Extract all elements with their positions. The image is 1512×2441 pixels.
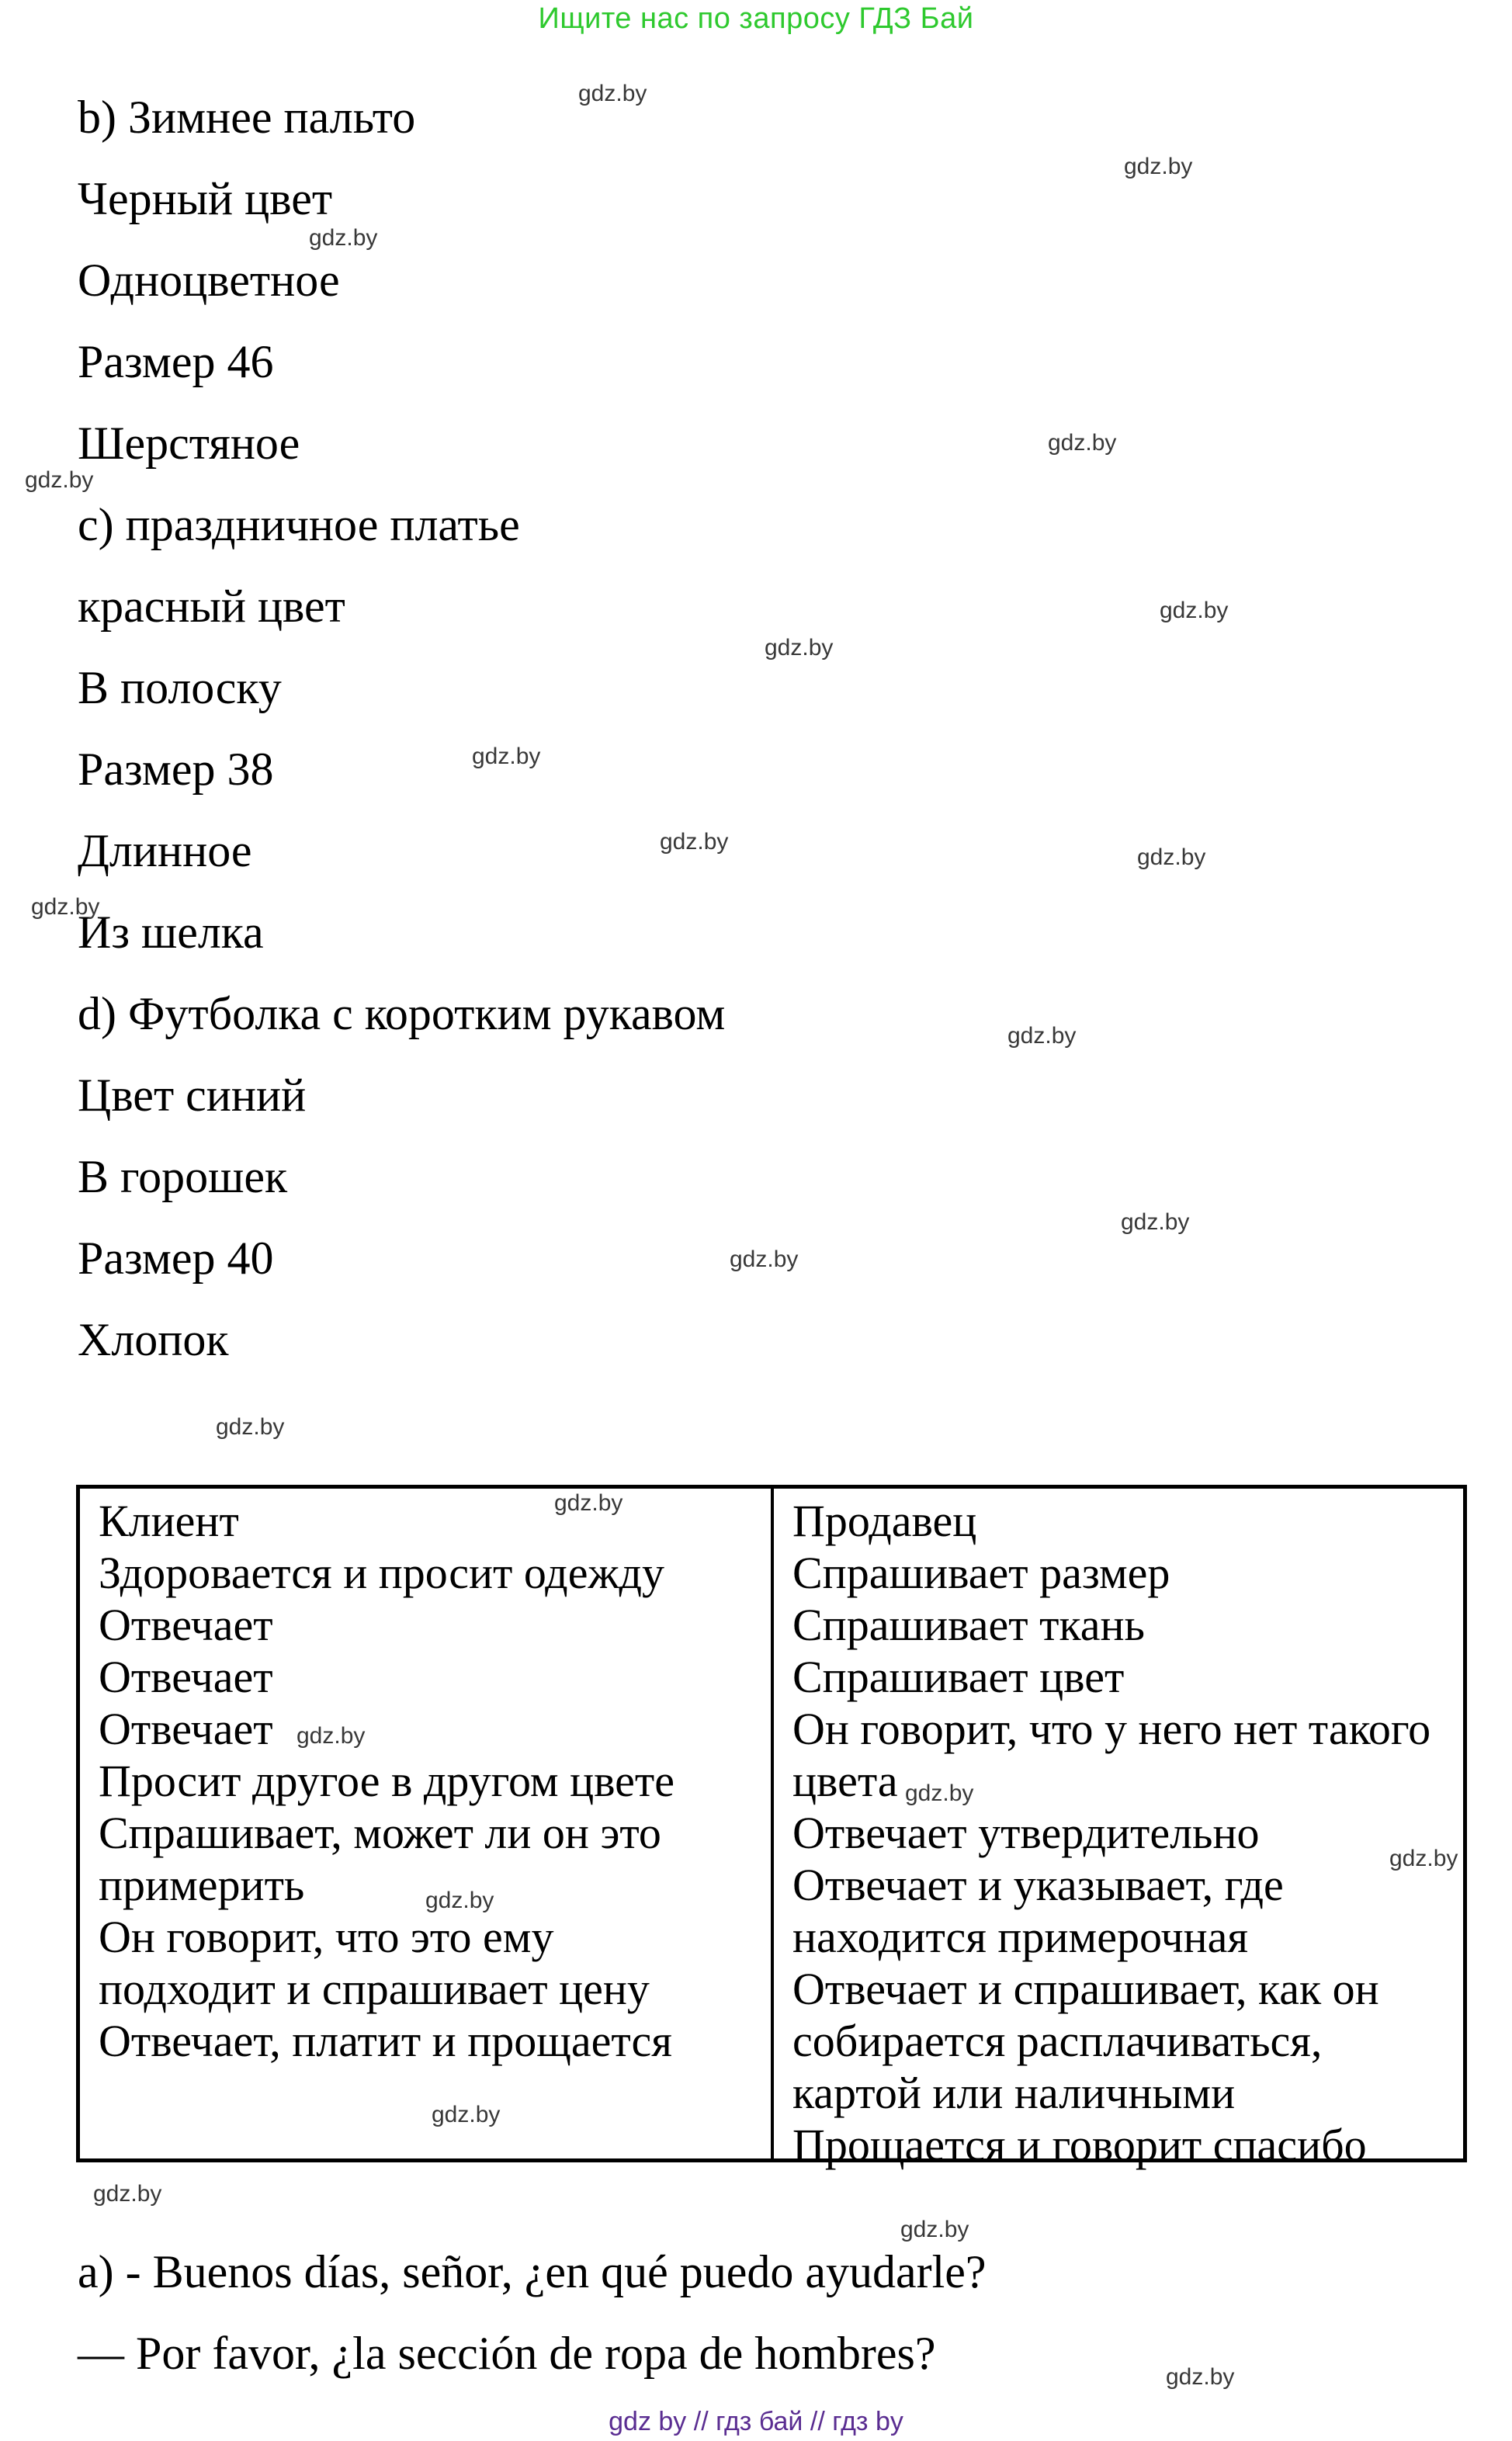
answer-list-line: Хлопок xyxy=(78,1314,229,1365)
gdz-watermark: gdz.by xyxy=(472,744,541,769)
client-column-line: Просит другое в другом цвете xyxy=(99,1756,675,1806)
client-column-line: Здоровается и просит одежду xyxy=(99,1548,665,1598)
seller-column-line: Прощается и говорит спасибо xyxy=(792,2120,1367,2170)
gdz-watermark: gdz.by xyxy=(216,1414,285,1440)
answer-list-line: d) Футболка с коротким рукавом xyxy=(78,988,726,1039)
gdz-footer-banner: gdz by // гдз бай // гдз by xyxy=(609,2407,903,2436)
seller-column-line: Спрашивает цвет xyxy=(792,1652,1125,1702)
seller-column-line: Отвечает утвердительно xyxy=(792,1808,1260,1858)
table-cell-seller: Продавец Спрашивает размер Спрашивает ткан… xyxy=(774,1489,1463,2170)
answer-list-line: Размер 40 xyxy=(78,1233,274,1284)
gdz-watermark: gdz.by xyxy=(1389,1846,1458,1871)
dialogue-plan-table: Клиент Здоровается и просит одежду Отвечае… xyxy=(76,1485,1467,2170)
client-column-line: Отвечает xyxy=(99,1600,273,1650)
spanish-dialogue-line: — Por favor, ¿la sección de ropa de homb… xyxy=(78,2328,936,2379)
gdz-watermark: gdz.by xyxy=(432,2102,501,2127)
seller-column-line: Отвечает и указывает, где xyxy=(792,1860,1284,1910)
gdz-watermark: gdz.by xyxy=(297,1723,366,1749)
answer-list: b) Зимнее пальто Черный цвет Одноцветное Ра… xyxy=(78,77,725,1381)
client-column-line: Отвечает, платит и прощается xyxy=(99,2016,672,2066)
table-cell-client: Клиент Здоровается и просит одежду Отвечае… xyxy=(80,1489,774,2158)
gdz-watermark: gdz.by xyxy=(1007,1023,1077,1049)
gdz-watermark: gdz.by xyxy=(900,2217,969,2242)
spanish-dialogue: a) - Buenos días, señor, ¿en qué puedo a… xyxy=(78,2231,987,2394)
gdz-watermark: gdz.by xyxy=(93,2181,162,2207)
client-column-line: примерить xyxy=(99,1860,305,1910)
client-column-line: подходит и спрашивает цену xyxy=(99,1964,650,2014)
gdz-watermark: gdz.by xyxy=(660,829,729,855)
seller-column-line: Отвечает и спрашивает, как он xyxy=(792,1964,1379,2014)
client-column-line: Клиент xyxy=(99,1496,239,1546)
gdz-watermark: gdz.by xyxy=(1160,598,1229,623)
answer-list-line: c) праздничное платье xyxy=(78,499,520,550)
gdz-watermark: gdz.by xyxy=(1121,1209,1190,1235)
answer-list-line: В полоску xyxy=(78,662,282,713)
gdz-watermark: gdz.by xyxy=(1166,2364,1235,2390)
gdz-watermark: gdz.by xyxy=(765,635,834,661)
gdz-watermark: gdz.by xyxy=(554,1490,623,1516)
answer-list-line: В горошек xyxy=(78,1151,288,1202)
gdz-header-banner: Ищите нас по запросу ГДЗ Бай xyxy=(538,2,974,35)
seller-column-line: Спрашивает размер xyxy=(792,1548,1170,1598)
client-column-line: Отвечает xyxy=(99,1704,273,1754)
answer-list-line: Одноцветное xyxy=(78,255,340,306)
seller-column-line: Спрашивает ткань xyxy=(792,1600,1146,1650)
gdz-watermark: gdz.by xyxy=(25,467,94,493)
gdz-watermark: gdz.by xyxy=(425,1888,494,1913)
gdz-watermark: gdz.by xyxy=(1124,154,1193,179)
client-column-line: Отвечает xyxy=(99,1652,273,1702)
gdz-watermark: gdz.by xyxy=(31,894,100,920)
seller-column-line: Продавец xyxy=(792,1496,977,1546)
gdz-watermark: gdz.by xyxy=(1137,844,1206,870)
gdz-watermark: gdz.by xyxy=(1048,430,1117,456)
gdz-watermark: gdz.by xyxy=(730,1247,799,1272)
answer-list-line: Шерстяное xyxy=(78,418,300,469)
answer-list-line: b) Зимнее пальто xyxy=(78,92,416,143)
client-column-line: Он говорит, что это ему xyxy=(99,1912,554,1962)
answer-list-line: Длинное xyxy=(78,825,252,876)
answer-list-line: Цвет синий xyxy=(78,1070,307,1121)
gdz-watermark: gdz.by xyxy=(905,1780,974,1806)
spanish-dialogue-line: a) - Buenos días, señor, ¿en qué puedo a… xyxy=(78,2246,987,2297)
answer-list-line: Размер 38 xyxy=(78,744,274,795)
client-column-line: Спрашивает, может ли он это xyxy=(99,1808,661,1858)
seller-column-line: находится примерочная xyxy=(792,1912,1249,1962)
seller-column-line: Он говорит, что у него нет такого xyxy=(792,1704,1431,1754)
answer-list-line: красный цвет xyxy=(78,581,345,632)
answer-list-line: Из шелка xyxy=(78,907,264,958)
answer-list-line: Черный цвет xyxy=(78,173,333,224)
gdz-watermark: gdz.by xyxy=(309,225,378,251)
answer-list-line: Размер 46 xyxy=(78,336,274,387)
seller-column-line: цвета xyxy=(792,1756,898,1806)
seller-column-line: картой или наличными xyxy=(792,2068,1236,2118)
seller-column-line: собирается расплачиваться, xyxy=(792,2016,1323,2066)
gdz-watermark: gdz.by xyxy=(578,81,647,106)
